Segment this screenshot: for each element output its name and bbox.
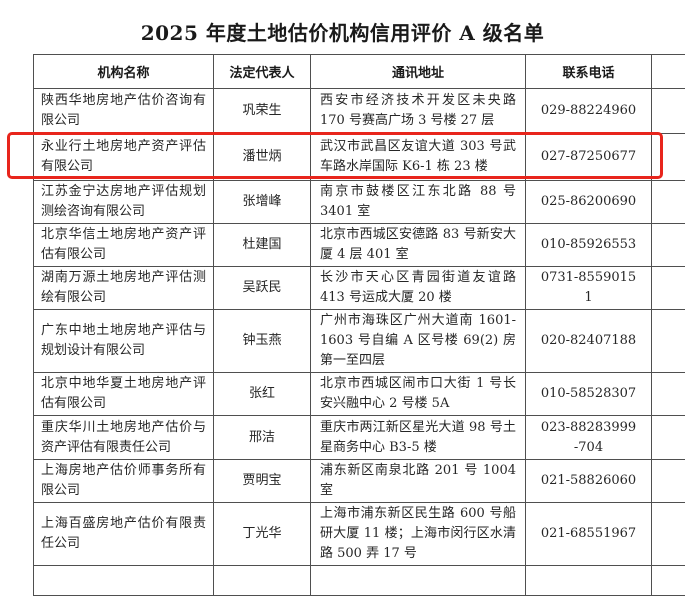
phone-cell: 023-88283999-704 (526, 416, 652, 460)
phone-cell: 027-87250677 (526, 134, 652, 181)
table-row: 陕西华地房地产估价咨询有限公司巩荣生西安市经济技术开发区未央路 170 号赛高广… (34, 89, 685, 134)
phone-cell: 029-88224960 (526, 89, 652, 134)
table-row: 广东中地土地房地产评估与规划设计有限公司钟玉燕广州市海珠区广州大道南 1601-… (34, 310, 685, 373)
org-name-cell: 陕西华地房地产估价咨询有限公司 (34, 89, 214, 134)
clipped-cell (652, 416, 685, 460)
clipped-cell (652, 181, 685, 224)
clipped-cell (652, 89, 685, 134)
representative-cell: 杜建国 (214, 224, 311, 267)
rating-table: 机构名称 法定代表人 通讯地址 联系电话 陕西华地房地产估价咨询有限公司巩荣生西… (33, 54, 685, 596)
header-row: 机构名称 法定代表人 通讯地址 联系电话 (34, 55, 685, 89)
representative-cell: 邢洁 (214, 416, 311, 460)
page-title: 2025 年度土地估价机构信用评价 A 级名单 (0, 17, 685, 46)
phone-cell: 021-58826060 (526, 460, 652, 503)
address-cell: 长沙市天心区青园街道友谊路 413 号运成大厦 20 楼 (311, 267, 526, 310)
org-name-cell: 上海房地产估价师事务所有限公司 (34, 460, 214, 503)
address-cell: 浦东新区南泉北路 201 号 1004 室 (311, 460, 526, 503)
clipped-cell (34, 566, 214, 596)
phone-cell: 020-82407188 (526, 310, 652, 373)
phone-cell: 010-58528307 (526, 373, 652, 416)
org-name-cell: 湖南万源土地房地产评估测绘有限公司 (34, 267, 214, 310)
clipped-cell (311, 566, 526, 596)
address-cell: 上海市浦东新区民生路 600 号船研大厦 11 楼；上海市闵行区水清路 500 … (311, 503, 526, 566)
clipped-cell (652, 373, 685, 416)
clipped-cell (526, 566, 652, 596)
address-cell: 西安市经济技术开发区未央路 170 号赛高广场 3 号楼 27 层 (311, 89, 526, 134)
table-row: 江苏金宁达房地产评估规划测绘咨询有限公司张增峰南京市鼓楼区江东北路 88 号 3… (34, 181, 685, 224)
clipped-cell (652, 460, 685, 503)
address-cell: 广州市海珠区广州大道南 1601-1603 号自编 A 区号楼 69(2) 房第… (311, 310, 526, 373)
address-cell: 重庆市两江新区星光大道 98 号土星商务中心 B3-5 楼 (311, 416, 526, 460)
org-name-cell: 永业行土地房地产资产评估有限公司 (34, 134, 214, 181)
org-name-cell: 重庆华川土地房地产估价与资产评估有限责任公司 (34, 416, 214, 460)
table-row: 北京华信土地房地产资产评估有限公司杜建国北京市西城区安德路 83 号新安大厦 4… (34, 224, 685, 267)
phone-cell: 0731-85590151 (526, 267, 652, 310)
clipped-cell (214, 566, 311, 596)
representative-cell: 丁光华 (214, 503, 311, 566)
column-header-org-name: 机构名称 (34, 55, 214, 89)
representative-cell: 潘世炳 (214, 134, 311, 181)
org-name-cell: 北京中地华夏土地房地产评估有限公司 (34, 373, 214, 416)
representative-cell: 张增峰 (214, 181, 311, 224)
clipped-cell (652, 310, 685, 373)
table-row-partial (34, 566, 685, 596)
representative-cell: 吴跃民 (214, 267, 311, 310)
representative-cell: 巩荣生 (214, 89, 311, 134)
clipped-cell (652, 503, 685, 566)
column-header-phone: 联系电话 (526, 55, 652, 89)
table-row: 北京中地华夏土地房地产评估有限公司张红北京市西城区闹市口大街 1 号长安兴融中心… (34, 373, 685, 416)
clipped-cell (652, 566, 685, 596)
phone-cell: 021-68551967 (526, 503, 652, 566)
table-row: 湖南万源土地房地产评估测绘有限公司吴跃民长沙市天心区青园街道友谊路 413 号运… (34, 267, 685, 310)
org-name-cell: 广东中地土地房地产评估与规划设计有限公司 (34, 310, 214, 373)
column-header-clipped (652, 55, 685, 89)
table-row: 上海百盛房地产估价有限责任公司丁光华上海市浦东新区民生路 600 号船研大厦 1… (34, 503, 685, 566)
representative-cell: 贾明宝 (214, 460, 311, 503)
clipped-cell (652, 134, 685, 181)
org-name-cell: 江苏金宁达房地产评估规划测绘咨询有限公司 (34, 181, 214, 224)
address-cell: 北京市西城区安德路 83 号新安大厦 4 层 401 室 (311, 224, 526, 267)
table-row: 重庆华川土地房地产估价与资产评估有限责任公司邢洁重庆市两江新区星光大道 98 号… (34, 416, 685, 460)
representative-cell: 钟玉燕 (214, 310, 311, 373)
clipped-cell (652, 267, 685, 310)
address-cell: 北京市西城区闹市口大街 1 号长安兴融中心 2 号楼 5A (311, 373, 526, 416)
column-header-representative: 法定代表人 (214, 55, 311, 89)
representative-cell: 张红 (214, 373, 311, 416)
table-row: 永业行土地房地产资产评估有限公司潘世炳武汉市武昌区友谊大道 303 号武车路水岸… (34, 134, 685, 181)
org-name-cell: 北京华信土地房地产资产评估有限公司 (34, 224, 214, 267)
address-cell: 南京市鼓楼区江东北路 88 号 3401 室 (311, 181, 526, 224)
clipped-cell (652, 224, 685, 267)
phone-cell: 010-85926553 (526, 224, 652, 267)
column-header-address: 通讯地址 (311, 55, 526, 89)
org-name-cell: 上海百盛房地产估价有限责任公司 (34, 503, 214, 566)
address-cell: 武汉市武昌区友谊大道 303 号武车路水岸国际 K6-1 栋 23 楼 (311, 134, 526, 181)
phone-cell: 025-86200690 (526, 181, 652, 224)
